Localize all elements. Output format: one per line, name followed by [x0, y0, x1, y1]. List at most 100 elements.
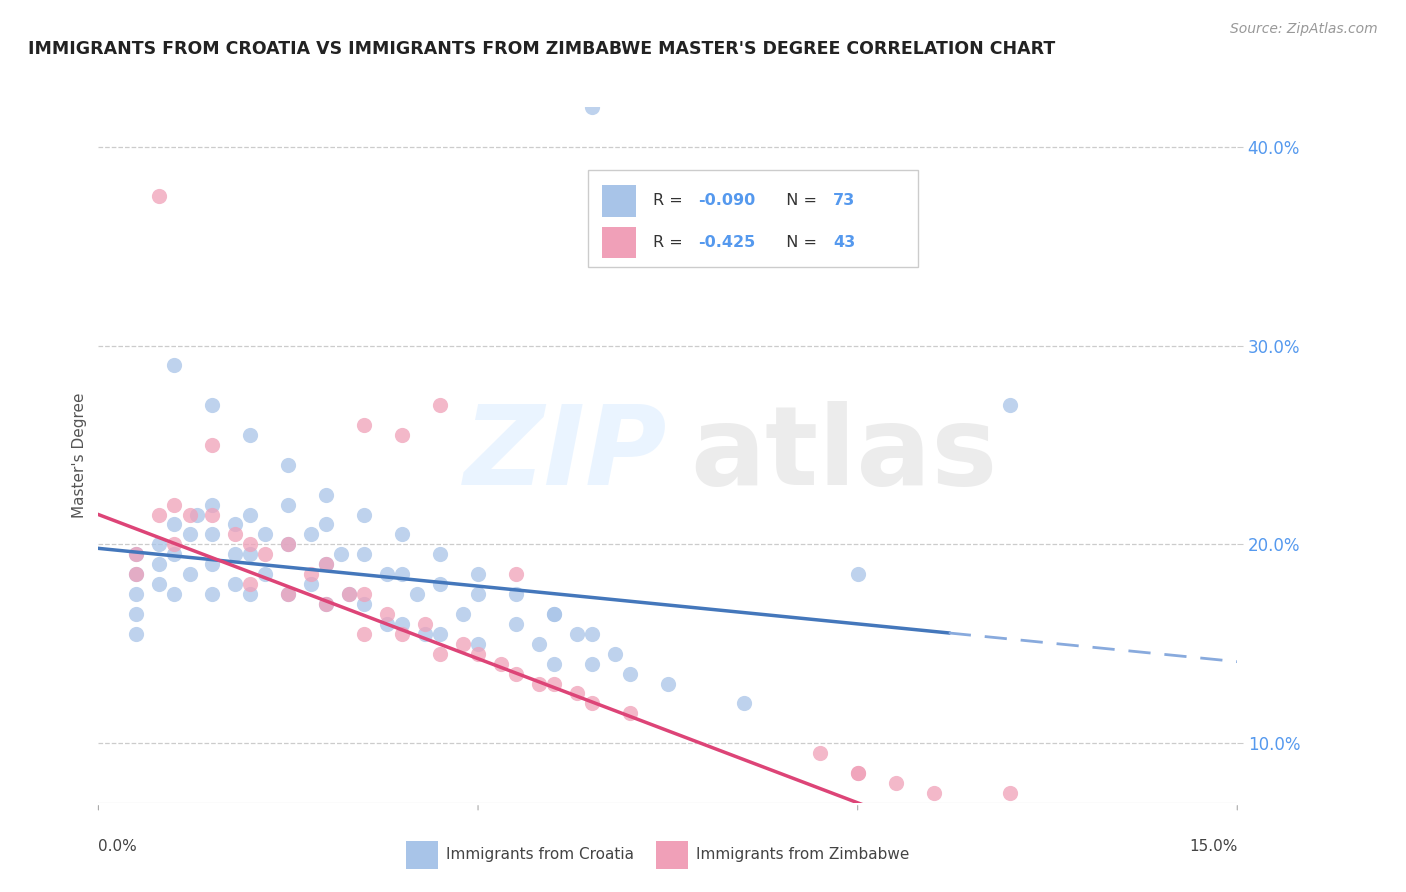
- Point: [254, 527, 277, 541]
- Text: N =: N =: [776, 194, 823, 209]
- Text: 0.0%: 0.0%: [98, 838, 138, 854]
- Point: [315, 597, 337, 611]
- Point: [239, 587, 262, 601]
- Point: [148, 537, 170, 551]
- Point: [315, 597, 337, 611]
- Point: [201, 558, 224, 572]
- Point: [148, 577, 170, 591]
- Point: [406, 587, 429, 601]
- Point: [565, 686, 588, 700]
- FancyBboxPatch shape: [588, 169, 918, 267]
- Point: [998, 398, 1021, 412]
- Bar: [602, 186, 636, 217]
- Point: [224, 577, 246, 591]
- Point: [375, 607, 398, 621]
- Point: [239, 428, 262, 442]
- Text: -0.090: -0.090: [699, 194, 756, 209]
- Text: 73: 73: [832, 194, 855, 209]
- Text: 43: 43: [832, 235, 855, 251]
- Point: [657, 676, 679, 690]
- Text: -0.425: -0.425: [699, 235, 756, 251]
- Point: [315, 488, 337, 502]
- Point: [277, 498, 299, 512]
- Point: [277, 537, 299, 551]
- Point: [451, 607, 474, 621]
- Point: [163, 498, 186, 512]
- Point: [148, 189, 170, 203]
- Text: Source: ZipAtlas.com: Source: ZipAtlas.com: [1230, 22, 1378, 37]
- Point: [299, 527, 322, 541]
- Point: [201, 508, 224, 522]
- Point: [451, 637, 474, 651]
- Point: [277, 587, 299, 601]
- Point: [467, 567, 489, 582]
- Point: [391, 527, 413, 541]
- Point: [505, 616, 527, 631]
- Point: [299, 577, 322, 591]
- Point: [277, 537, 299, 551]
- Point: [254, 567, 277, 582]
- Point: [391, 567, 413, 582]
- Point: [239, 537, 262, 551]
- Point: [391, 428, 413, 442]
- Point: [581, 657, 603, 671]
- Point: [239, 508, 262, 522]
- Point: [353, 597, 375, 611]
- Point: [277, 458, 299, 472]
- Point: [808, 746, 831, 760]
- Point: [543, 607, 565, 621]
- Point: [429, 647, 451, 661]
- Point: [922, 786, 945, 800]
- Text: N =: N =: [776, 235, 823, 251]
- Point: [884, 776, 907, 790]
- Point: [353, 627, 375, 641]
- Point: [846, 766, 869, 780]
- Point: [201, 587, 224, 601]
- Point: [619, 666, 641, 681]
- Point: [998, 786, 1021, 800]
- Point: [201, 438, 224, 452]
- Point: [543, 657, 565, 671]
- Point: [277, 587, 299, 601]
- Point: [391, 627, 413, 641]
- Point: [413, 616, 436, 631]
- Point: [505, 666, 527, 681]
- Point: [224, 517, 246, 532]
- Text: IMMIGRANTS FROM CROATIA VS IMMIGRANTS FROM ZIMBABWE MASTER'S DEGREE CORRELATION : IMMIGRANTS FROM CROATIA VS IMMIGRANTS FR…: [28, 40, 1056, 58]
- Point: [163, 587, 186, 601]
- Point: [375, 567, 398, 582]
- Text: atlas: atlas: [690, 401, 998, 508]
- Point: [315, 558, 337, 572]
- Point: [429, 627, 451, 641]
- Point: [125, 547, 148, 561]
- Point: [846, 567, 869, 582]
- Point: [337, 587, 360, 601]
- Point: [353, 418, 375, 433]
- Point: [467, 647, 489, 661]
- Point: [489, 657, 512, 671]
- Point: [179, 527, 201, 541]
- Point: [163, 359, 186, 373]
- Point: [148, 558, 170, 572]
- Bar: [406, 841, 437, 869]
- Point: [239, 547, 262, 561]
- Point: [163, 517, 186, 532]
- Point: [239, 577, 262, 591]
- Point: [125, 607, 148, 621]
- Point: [353, 587, 375, 601]
- Point: [353, 508, 375, 522]
- Point: [179, 567, 201, 582]
- Point: [125, 567, 148, 582]
- Point: [527, 676, 550, 690]
- Point: [429, 398, 451, 412]
- Point: [125, 567, 148, 582]
- Text: Immigrants from Zimbabwe: Immigrants from Zimbabwe: [696, 847, 910, 863]
- Point: [565, 627, 588, 641]
- Point: [254, 547, 277, 561]
- Bar: [602, 227, 636, 259]
- Text: R =: R =: [652, 235, 688, 251]
- Point: [619, 706, 641, 721]
- Point: [125, 547, 148, 561]
- Point: [186, 508, 208, 522]
- Y-axis label: Master's Degree: Master's Degree: [72, 392, 87, 517]
